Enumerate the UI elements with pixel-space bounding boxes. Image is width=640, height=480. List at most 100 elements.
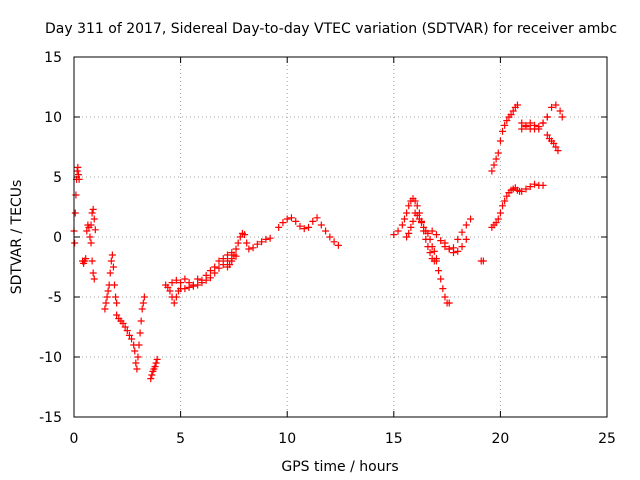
data-point: [494, 149, 502, 157]
data-point: [137, 317, 145, 325]
data-point: [488, 167, 496, 175]
data-point: [432, 231, 440, 239]
data-point: [449, 249, 457, 257]
data-point: [503, 117, 511, 125]
data-point: [151, 363, 159, 371]
data-point: [330, 238, 338, 246]
data-point: [490, 161, 498, 169]
data-point: [131, 347, 139, 355]
data-point: [283, 215, 291, 223]
data-point: [305, 223, 313, 231]
data-point: [445, 299, 453, 307]
data-point: [224, 251, 232, 259]
chart-title: Day 311 of 2017, Sidereal Day-to-day VTE…: [45, 21, 617, 37]
data-point: [513, 101, 521, 109]
series-s14: [441, 235, 470, 257]
x-tick-label: 25: [598, 431, 616, 447]
data-point: [147, 375, 155, 383]
data-point: [441, 293, 449, 301]
data-point: [119, 319, 127, 327]
data-point: [507, 111, 515, 119]
data-point: [550, 139, 558, 147]
data-point: [413, 211, 421, 219]
data-point: [148, 371, 156, 379]
series-s12: [403, 209, 453, 307]
data-point: [243, 239, 251, 247]
data-point: [108, 251, 116, 259]
y-tick-label: -15: [39, 410, 62, 426]
data-point: [172, 276, 180, 284]
data-point: [275, 223, 283, 231]
data-point: [132, 359, 140, 367]
data-points: [70, 101, 566, 383]
data-point: [202, 271, 210, 279]
data-point: [181, 285, 189, 293]
data-point: [518, 187, 526, 195]
data-point: [445, 245, 453, 253]
data-point: [501, 197, 509, 205]
data-point: [172, 293, 180, 301]
data-point: [101, 305, 109, 313]
data-point: [428, 227, 436, 235]
data-point: [128, 335, 136, 343]
series-s3: [87, 205, 99, 234]
grid-lines: [74, 57, 607, 417]
data-point: [228, 257, 236, 265]
data-point: [552, 143, 560, 151]
data-point: [215, 264, 223, 272]
data-point: [437, 275, 445, 283]
series-s2: [79, 221, 98, 283]
series-s5: [113, 293, 148, 373]
data-point: [74, 163, 82, 171]
x-tick-label: 20: [491, 431, 509, 447]
data-point: [168, 279, 176, 287]
data-point: [253, 240, 261, 248]
data-point: [72, 191, 80, 199]
data-point: [279, 219, 287, 227]
data-point: [317, 221, 325, 229]
data-point: [462, 235, 470, 243]
data-point: [211, 269, 219, 277]
data-point: [430, 247, 438, 255]
data-point: [300, 225, 308, 233]
data-point: [164, 283, 172, 291]
data-point: [501, 121, 509, 129]
data-point: [535, 125, 543, 133]
x-tick-label: 15: [385, 431, 403, 447]
data-point: [91, 226, 99, 234]
axis-ticks: 0 5 10 15 20 25 -15 -10 -5 0 5 10 15: [39, 50, 616, 447]
data-point: [467, 215, 475, 223]
series-s1: [70, 163, 83, 247]
data-point: [426, 235, 434, 243]
series-s18: [518, 101, 566, 133]
data-point: [226, 261, 234, 269]
data-point: [322, 227, 330, 235]
data-point: [89, 205, 97, 213]
series-s15: [477, 257, 487, 265]
data-point: [409, 217, 417, 225]
data-point: [113, 299, 121, 307]
data-point: [418, 219, 426, 227]
series-s19: [543, 131, 562, 155]
data-point: [140, 293, 148, 301]
data-point: [462, 221, 470, 229]
data-point: [426, 249, 434, 257]
data-point: [75, 175, 83, 183]
data-point: [73, 167, 81, 175]
data-point: [405, 229, 413, 237]
data-point: [236, 233, 244, 241]
data-point: [531, 180, 539, 188]
data-point: [112, 293, 120, 301]
data-point: [219, 255, 227, 263]
x-tick-label: 10: [278, 431, 296, 447]
data-point: [249, 244, 257, 252]
data-point: [313, 214, 321, 222]
data-point: [522, 185, 530, 193]
data-point: [87, 239, 95, 247]
data-point: [170, 299, 178, 307]
data-point: [441, 239, 449, 247]
x-tick-label: 0: [70, 431, 79, 447]
data-point: [454, 235, 462, 243]
data-point: [492, 155, 500, 163]
